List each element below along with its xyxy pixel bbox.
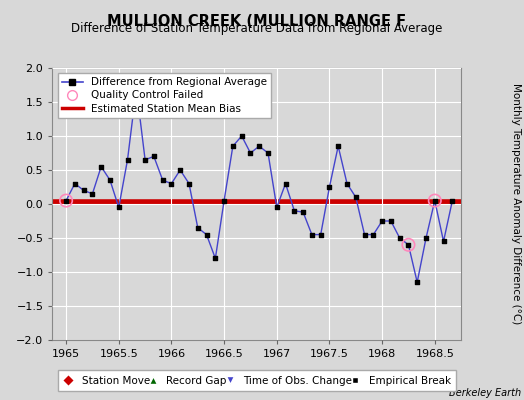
Point (404, 242, 412, 248)
Point (299, 209, 307, 215)
Point (88, 191, 96, 197)
Point (316, 231, 325, 238)
Point (334, 143, 342, 149)
Point (431, 198, 439, 204)
Point (123, 156, 132, 163)
Point (378, 218, 386, 224)
Point (193, 225, 202, 231)
Point (106, 177, 114, 183)
Point (352, 194, 360, 200)
Point (281, 180, 290, 187)
Point (290, 208, 299, 214)
Point (431, 198, 439, 204)
Point (361, 231, 369, 238)
Point (62, 198, 70, 204)
Point (97, 163, 105, 170)
Point (132, 85, 140, 92)
Point (387, 218, 395, 224)
Point (167, 180, 176, 187)
Point (422, 235, 430, 241)
Point (369, 231, 378, 238)
Point (158, 177, 167, 183)
Point (220, 198, 228, 204)
Point (176, 167, 184, 173)
Point (448, 198, 456, 204)
Point (246, 150, 255, 156)
Point (439, 238, 447, 244)
Point (115, 204, 123, 210)
Point (396, 235, 404, 241)
Point (80, 187, 88, 194)
Point (413, 279, 421, 286)
Legend: Station Move, Record Gap, Time of Obs. Change, Empirical Break: Station Move, Record Gap, Time of Obs. C… (58, 370, 456, 391)
Point (325, 184, 334, 190)
Point (343, 180, 351, 187)
Point (202, 231, 211, 238)
Point (62, 198, 70, 204)
Point (150, 153, 158, 160)
Point (141, 156, 149, 163)
Text: MULLION CREEK (MULLION RANGE F: MULLION CREEK (MULLION RANGE F (107, 14, 406, 29)
Point (237, 133, 246, 139)
Text: Monthly Temperature Anomaly Difference (°C): Monthly Temperature Anomaly Difference (… (511, 83, 521, 325)
Point (211, 255, 220, 262)
Point (264, 150, 272, 156)
Point (308, 231, 316, 238)
Point (255, 143, 264, 149)
Point (185, 180, 193, 187)
Point (228, 143, 237, 149)
Point (404, 242, 412, 248)
Point (71, 180, 79, 187)
Text: Berkeley Earth: Berkeley Earth (449, 388, 521, 398)
Text: Difference of Station Temperature Data from Regional Average: Difference of Station Temperature Data f… (71, 22, 442, 35)
Point (272, 204, 281, 210)
Legend: Difference from Regional Average, Quality Control Failed, Estimated Station Mean: Difference from Regional Average, Qualit… (58, 73, 271, 118)
